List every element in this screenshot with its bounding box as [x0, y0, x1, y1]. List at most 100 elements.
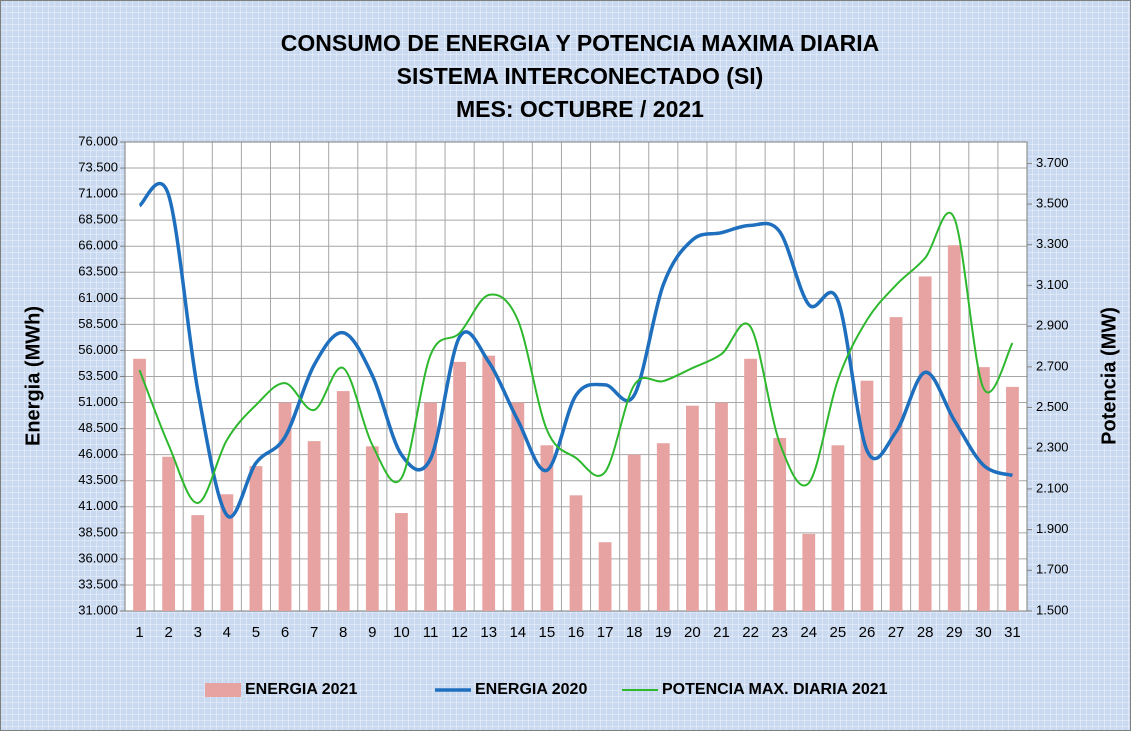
y-tick-label: 36.000 [78, 550, 118, 565]
x-tick-label: 19 [655, 624, 672, 641]
bar [656, 443, 670, 611]
line [138, 211, 1014, 504]
bar [1006, 386, 1019, 611]
x-tick-label: 3 [194, 624, 202, 641]
x-tick-label: 13 [480, 624, 497, 641]
bar [947, 245, 961, 611]
layer: CONSUMO DE ENERGIA Y POTENCIA MAXIMA DIA… [22, 30, 1120, 698]
bar [598, 542, 612, 611]
x-tick-label: 16 [568, 624, 585, 641]
bar [336, 391, 350, 611]
y-tick-label: 71.000 [78, 186, 118, 201]
x-tick-label: 25 [830, 624, 847, 641]
bar [569, 495, 583, 611]
x-tick-label: 1 [135, 624, 143, 641]
bar [482, 355, 496, 611]
y2-tick-label: 3.500 [1036, 195, 1069, 210]
y-tick-label: 53.500 [78, 368, 118, 383]
y-tick-label: 61.000 [78, 290, 118, 305]
y2-axis-title: Potencia (MW) [1098, 307, 1120, 445]
y2-tick-label: 1.700 [1036, 562, 1069, 577]
y-tick-label: 76.000 [78, 133, 118, 148]
bar [918, 276, 932, 611]
x-tick-label: 15 [539, 624, 556, 641]
legend-swatch [205, 683, 241, 697]
bar [685, 405, 699, 611]
y2-tick-label: 3.700 [1036, 155, 1069, 170]
bar [511, 402, 525, 611]
x-tick-label: 10 [393, 624, 410, 641]
x-tick-label: 21 [713, 624, 730, 641]
bar [627, 454, 641, 611]
y-tick-label: 68.500 [78, 212, 118, 227]
bar [715, 402, 728, 611]
bar [860, 380, 874, 611]
x-tick-label: 2 [164, 624, 172, 641]
x-tick-label: 14 [509, 624, 526, 641]
x-tick-label: 22 [742, 624, 759, 641]
x-tick-label: 20 [684, 624, 701, 641]
bar [278, 402, 292, 611]
y-tick-label: 38.500 [78, 524, 118, 539]
x-tick-label: 5 [252, 624, 260, 641]
y2-tick-label: 2.100 [1036, 480, 1069, 495]
bar [424, 402, 437, 611]
bar [191, 515, 205, 611]
chart-title: MES: OCTUBRE / 2021 [456, 96, 704, 122]
x-tick-label: 27 [888, 624, 905, 641]
y2-tick-label: 1.500 [1036, 602, 1069, 617]
x-tick-label: 18 [626, 624, 643, 641]
bar [744, 358, 757, 611]
y-tick-label: 46.000 [78, 446, 118, 461]
bar [365, 446, 379, 611]
x-tick-label: 29 [946, 624, 963, 641]
y2-tick-label: 2.900 [1036, 318, 1069, 333]
line [138, 182, 1014, 519]
x-tick-label: 7 [310, 624, 318, 641]
chart-title: CONSUMO DE ENERGIA Y POTENCIA MAXIMA DIA… [281, 30, 879, 56]
y2-tick-label: 3.100 [1036, 277, 1069, 292]
x-tick-label: 4 [223, 624, 231, 641]
legend-label: ENERGIA 2021 [245, 681, 357, 698]
bar [162, 456, 176, 611]
x-tick-label: 24 [800, 624, 817, 641]
x-tick-label: 12 [451, 624, 468, 641]
y2-tick-label: 3.300 [1036, 236, 1069, 251]
chart-title: SISTEMA INTERCONECTADO (SI) [397, 63, 764, 89]
bar [249, 466, 263, 611]
y2-tick-label: 2.500 [1036, 399, 1069, 414]
y-tick-label: 51.000 [78, 394, 118, 409]
y-tick-label: 43.500 [78, 472, 118, 487]
y2-tick-label: 1.900 [1036, 521, 1069, 536]
x-tick-label: 30 [975, 624, 992, 641]
bar [453, 361, 467, 611]
x-tick-label: 8 [339, 624, 347, 641]
legend-label: ENERGIA 2020 [475, 681, 587, 698]
x-tick-label: 28 [917, 624, 934, 641]
y2-tick-label: 2.300 [1036, 440, 1069, 455]
x-tick-label: 17 [597, 624, 614, 641]
bar [395, 513, 408, 611]
bar [773, 437, 787, 611]
y2-tick-label: 2.700 [1036, 358, 1069, 373]
y-tick-label: 58.500 [78, 316, 118, 331]
y-tick-label: 33.500 [78, 576, 118, 591]
x-tick-label: 23 [771, 624, 788, 641]
bar [976, 367, 990, 611]
y-tick-label: 73.500 [78, 159, 118, 174]
y-tick-label: 41.000 [78, 498, 118, 513]
x-tick-label: 6 [281, 624, 289, 641]
x-tick-label: 9 [368, 624, 376, 641]
x-tick-label: 11 [423, 624, 439, 641]
y-tick-label: 66.000 [78, 238, 118, 253]
y-tick-label: 56.000 [78, 342, 118, 357]
legend-label: POTENCIA MAX. DIARIA 2021 [662, 681, 888, 698]
bar [540, 445, 554, 611]
x-tick-label: 31 [1004, 624, 1021, 641]
bar [831, 445, 845, 611]
x-tick-label: 26 [859, 624, 876, 641]
y-tick-label: 31.000 [78, 602, 118, 617]
bar [133, 358, 146, 611]
y-tick-label: 63.500 [78, 264, 118, 279]
